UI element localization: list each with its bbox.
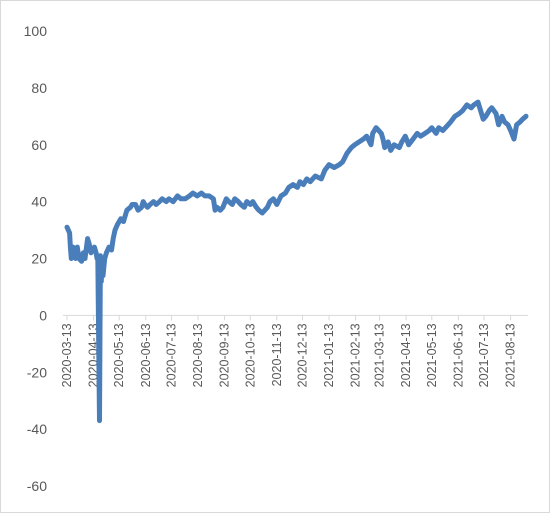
x-tick-label: 2020-10-13	[243, 323, 257, 387]
x-tick-label: 2020-07-13	[164, 323, 178, 387]
x-tick-label: 2020-06-13	[139, 323, 153, 387]
x-tick-label: 2021-04-13	[399, 323, 413, 387]
y-tick-label: 100	[24, 23, 48, 39]
x-tick-label: 2020-03-13	[60, 323, 74, 387]
x-tick-label: 2020-11-13	[270, 323, 284, 386]
y-tick-label: 40	[31, 194, 47, 210]
y-tick-label: 80	[31, 80, 47, 96]
y-tick-label: -20	[27, 364, 47, 380]
x-tick-label: 2020-12-13	[295, 323, 309, 387]
x-tick-label: 2020-05-13	[112, 323, 126, 387]
x-tick-label: 2021-05-13	[425, 323, 439, 387]
y-axis-tick-labels: 100 80 60 40 20 0 -20 -40 -60	[24, 23, 48, 494]
y-tick-label: -40	[27, 421, 47, 437]
x-tick-label: 2021-03-13	[373, 323, 387, 387]
y-tick-label: 20	[31, 251, 47, 267]
x-axis-ticks	[66, 315, 512, 321]
x-tick-label: 2021-08-13	[504, 323, 518, 387]
series-line	[64, 99, 529, 424]
x-tick-label: 2020-08-13	[191, 323, 205, 387]
x-tick-label: 2020-09-13	[218, 323, 232, 387]
x-tick-label: 2021-07-13	[477, 323, 491, 387]
y-tick-label: -60	[27, 478, 47, 494]
y-tick-label: 0	[39, 307, 47, 323]
y-tick-label: 60	[31, 137, 47, 153]
x-tick-label: 2021-01-13	[322, 323, 336, 387]
x-tick-label: 2021-02-13	[349, 323, 363, 387]
x-tick-label: 2021-06-13	[451, 323, 465, 387]
x-axis-tick-labels: 2020-03-13 2020-04-13 2020-05-13 2020-06-13…	[60, 323, 518, 387]
